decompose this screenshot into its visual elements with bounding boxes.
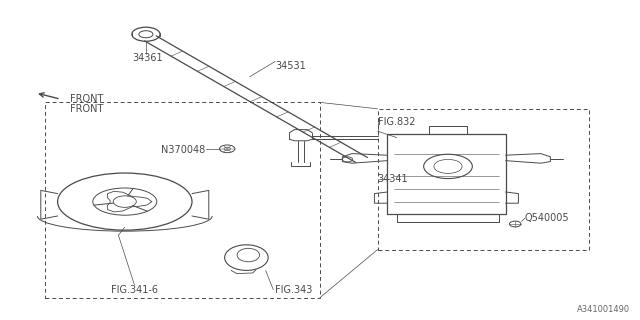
Bar — [45, 102, 320, 298]
Bar — [378, 109, 589, 250]
Text: 34531: 34531 — [275, 61, 306, 71]
Text: FIG.341-6: FIG.341-6 — [111, 284, 158, 295]
Text: Q540005: Q540005 — [525, 212, 570, 223]
Text: A341001490: A341001490 — [577, 305, 630, 314]
Text: 34361: 34361 — [132, 53, 163, 63]
Text: FRONT: FRONT — [70, 94, 104, 104]
Text: FIG.343: FIG.343 — [275, 284, 312, 295]
Text: N370048: N370048 — [161, 145, 205, 156]
Text: 34341: 34341 — [378, 174, 408, 184]
Text: FRONT: FRONT — [70, 104, 104, 114]
Text: FIG.832: FIG.832 — [378, 116, 415, 127]
